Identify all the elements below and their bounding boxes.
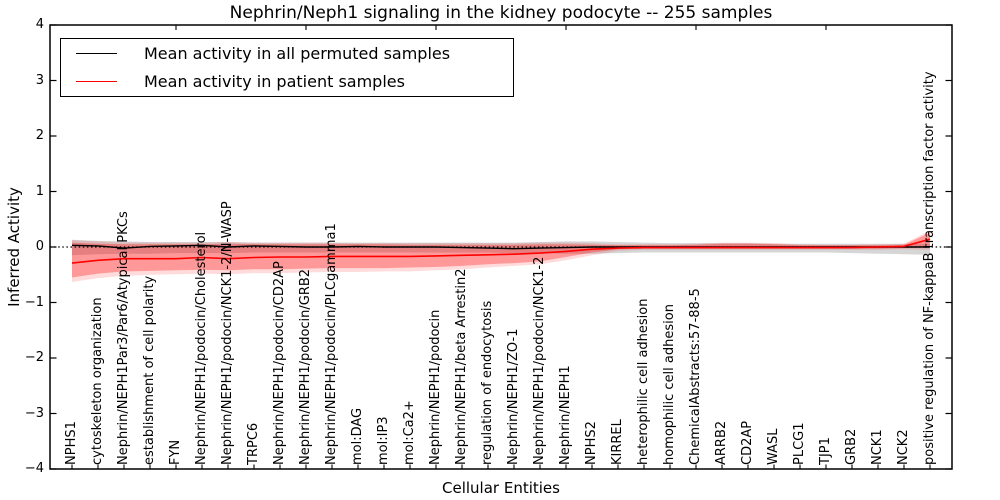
y-tick-label: −1: [24, 294, 44, 310]
permuted-line-swatch-icon: [76, 53, 117, 55]
legend-label: Mean activity in all permuted samples: [144, 44, 451, 64]
legend-entry-permuted: Mean activity in all permuted samples: [61, 41, 513, 67]
band-patient-range-outer: [72, 230, 930, 282]
x-tick-label: Nephrin/NEPH1/ZO-1: [506, 328, 521, 465]
x-tick-label: NPHS2: [584, 421, 599, 465]
x-tick-label: establishment of cell polarity: [142, 275, 157, 465]
y-tick-label: 0: [35, 239, 44, 254]
x-tick-label: Nephrin/NEPH1/beta Arrestin2: [454, 268, 469, 466]
x-tick-label: Nephrin/NEPH1/podocin/NCK1-2/N-WASP: [220, 201, 235, 465]
x-tick-label: regulation of endocytosis: [480, 300, 495, 465]
y-tick-label: −2: [24, 350, 44, 365]
x-tick-label: Nephrin/NEPH1: [558, 365, 573, 465]
x-tick-label: FYN: [168, 439, 183, 465]
y-tick-label: −3: [24, 405, 44, 421]
x-tick-label: CD2AP: [740, 420, 755, 465]
patient-mean-line: [71, 238, 931, 264]
x-tick-label: KIRREL: [610, 419, 625, 465]
x-axis-label: Cellular Entities: [442, 479, 560, 497]
x-tick-label: heterophilic cell adhesion: [636, 298, 651, 466]
legend-label: Mean activity in patient samples: [144, 71, 405, 91]
x-tick-label: mol:DAG: [350, 407, 365, 465]
x-tick-label: Nephrin/NEPH1/podocin/PLCgamma1: [324, 223, 339, 465]
x-tick-label: TJP1: [818, 437, 833, 465]
x-tick-label: positive regulation of NF-kappaB transcr…: [922, 71, 937, 465]
x-tick-label: Nephrin/NEPH1/podocin/Cholesterol: [194, 231, 209, 465]
x-tick-label: Nephrin/NEPH1/podocin/NCK1-2: [532, 256, 547, 465]
legend-entry-patient: Mean activity in patient samples: [61, 68, 513, 94]
y-tick-label: −4: [24, 461, 44, 476]
x-tick-label: Nephrin/NEPH1/podocin: [428, 309, 443, 465]
x-tick-label: TRPC6: [246, 422, 261, 465]
x-tick-label: PLCG1: [792, 422, 807, 465]
x-tick-label: mol:IP3: [376, 416, 391, 465]
x-tick-label: NCK2: [896, 429, 911, 465]
y-tick-label: 2: [35, 128, 44, 143]
x-tick-label: cytoskeleton organization: [90, 297, 105, 465]
y-tick-label: 1: [35, 183, 44, 199]
legend: Mean activity in all permuted samples Me…: [60, 38, 514, 97]
x-tick-label: NPHS1: [64, 421, 79, 465]
x-tick-label: mol:Ca2+: [402, 400, 417, 465]
patient-line-swatch-icon: [76, 80, 117, 82]
x-tick-label: GRB2: [844, 428, 859, 465]
x-tick-label: ARRB2: [714, 420, 729, 465]
x-tick-label: Nephrin/NEPH1/podocin/CD2AP: [272, 261, 287, 465]
chart-title: Nephrin/Neph1 signaling in the kidney po…: [229, 3, 773, 23]
x-tick-label: WASL: [766, 428, 781, 465]
x-tick-label: homophilic cell adhesion: [662, 304, 677, 465]
x-tick-label: Nephrin/NEPH1Par3/Par6/Atypical PKCs: [116, 211, 131, 465]
y-tick-label: 4: [35, 17, 44, 32]
y-tick-label: 3: [35, 72, 44, 88]
x-tick-label: ChemicalAbstracts:57-88-5: [688, 288, 703, 465]
x-tick-label: Nephrin/NEPH1/podocin/GRB2: [298, 268, 313, 465]
x-tick-label: NCK1: [870, 429, 885, 465]
